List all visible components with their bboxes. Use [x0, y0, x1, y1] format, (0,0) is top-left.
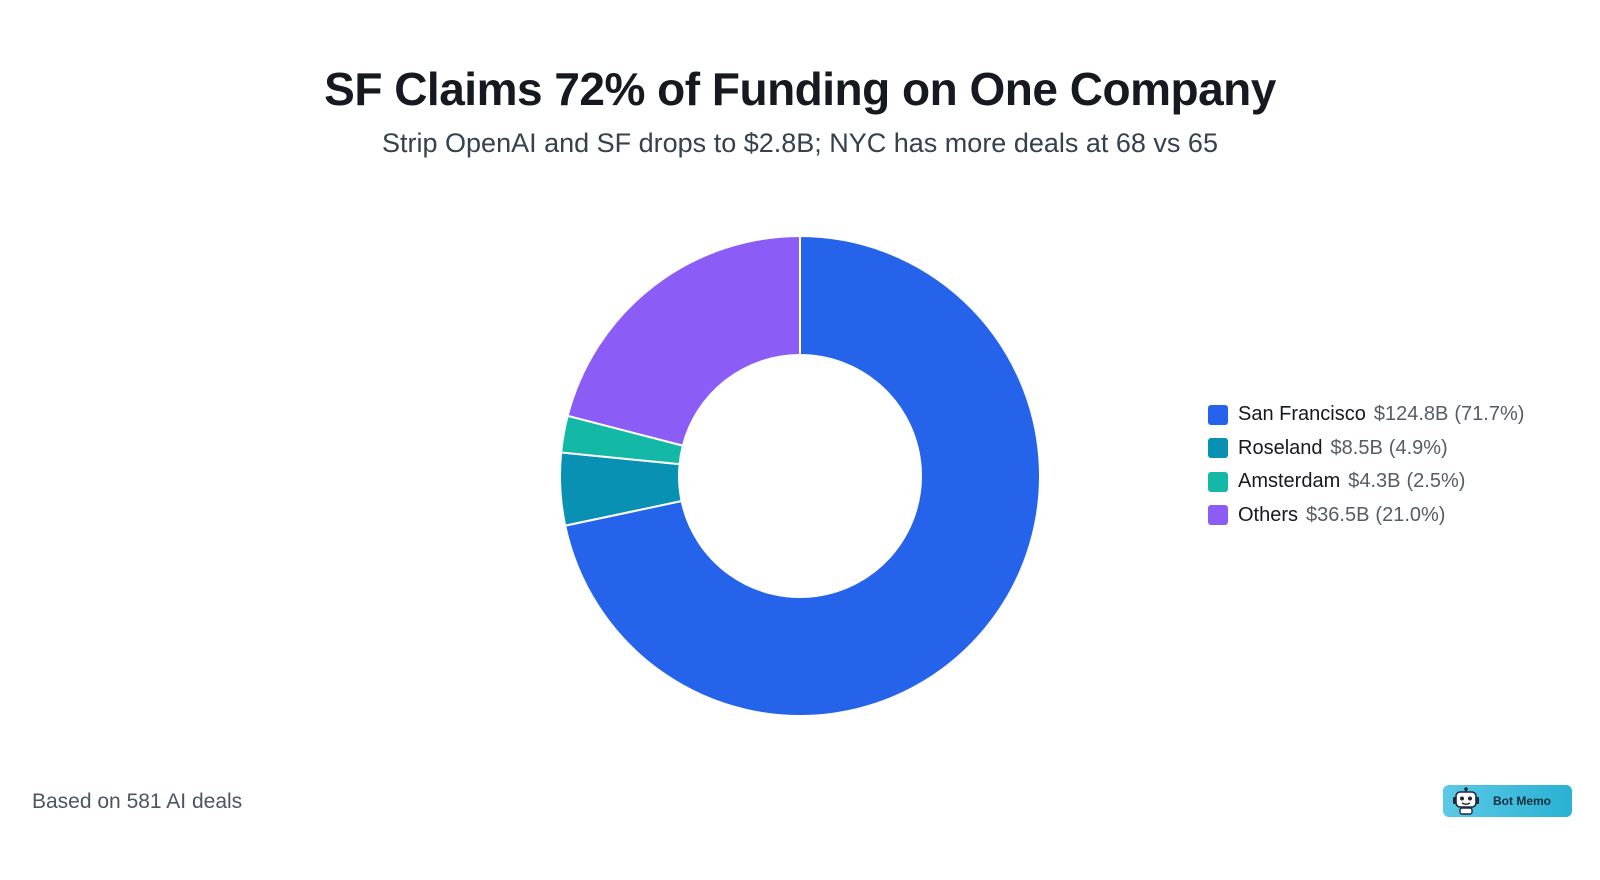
legend-swatch	[1208, 471, 1228, 492]
legend-label: Amsterdam	[1238, 470, 1341, 493]
legend-percent: (2.5%)	[1406, 470, 1466, 493]
legend-value: $8.5B	[1330, 436, 1383, 459]
legend-percent: (4.9%)	[1388, 436, 1448, 459]
chart-subtitle: Strip OpenAI and SF drops to $2.8B; NYC …	[382, 128, 1218, 158]
chart-title: SF Claims 72% of Funding on One Company	[324, 63, 1276, 115]
legend-swatch	[1208, 404, 1228, 425]
brand-name: Bot Memo	[1493, 794, 1551, 808]
legend-item-amsterdam: Amsterdam $4.3B (2.5%)	[1208, 465, 1524, 499]
legend-item-roseland: Roseland $8.5B (4.9%)	[1208, 432, 1524, 466]
chart-legend: San Francisco $124.8B (71.7%) Roseland $8.5B…	[1208, 398, 1524, 532]
legend-label: Others	[1238, 503, 1299, 526]
legend-swatch	[1208, 505, 1228, 526]
brand-badge: Bot Memo	[1443, 785, 1572, 817]
donut-slice-san-francisco	[564, 234, 1041, 717]
legend-percent: (21.0%)	[1375, 503, 1446, 526]
footnote: Based on 581 AI deals	[32, 790, 243, 813]
legend-label: Roseland	[1238, 436, 1323, 459]
legend-value: $4.3B	[1348, 470, 1401, 493]
legend-percent: (71.7%)	[1454, 403, 1525, 426]
legend-value: $124.8B	[1373, 403, 1449, 426]
legend-value: $36.5B	[1306, 503, 1370, 526]
legend-item-others: Others $36.5B (21.0%)	[1208, 499, 1524, 533]
robot-icon	[1453, 787, 1479, 815]
legend-item-san-francisco: San Francisco $124.8B (71.7%)	[1208, 398, 1524, 432]
legend-swatch	[1208, 438, 1228, 459]
donut-slice-others	[566, 234, 801, 447]
legend-label: San Francisco	[1238, 403, 1366, 426]
